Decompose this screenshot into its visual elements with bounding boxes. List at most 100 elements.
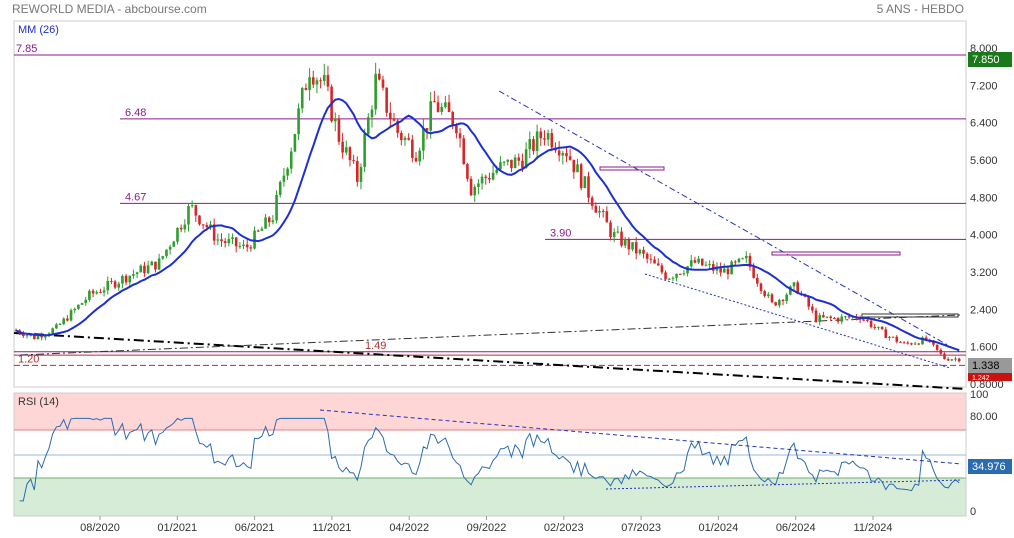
resistance-zone-2 (771, 251, 901, 256)
candle-body (763, 291, 766, 296)
candle-body (484, 176, 488, 179)
price-y-tick-label: 5.600 (970, 155, 998, 167)
candle-body (543, 138, 546, 140)
candle-body (785, 294, 788, 302)
candle-body (609, 222, 612, 238)
candle-body (194, 205, 198, 216)
rsi-trend-line-lower (605, 479, 963, 490)
candle-body (506, 159, 510, 162)
rising-trend-line (19, 314, 961, 356)
level-label: 6.48 (125, 107, 146, 119)
candle-body (308, 77, 311, 91)
max-price-label: 7.850 (972, 54, 1000, 66)
candle-body (642, 249, 645, 254)
candle-body (745, 255, 748, 259)
candle-body (264, 217, 267, 229)
candle-body (722, 268, 726, 273)
candle-body (906, 342, 910, 344)
candle-body (322, 74, 326, 81)
candle-body (311, 77, 315, 85)
candle-body (117, 283, 121, 288)
candle-body (748, 255, 752, 268)
candle-body (289, 151, 293, 169)
candle-body (333, 118, 337, 122)
candle-body (535, 131, 539, 151)
candle-body (910, 343, 913, 345)
candle-body (634, 242, 638, 254)
candle-body (818, 315, 822, 322)
candle-body (789, 286, 792, 295)
x-tick-label: 04/2022 (389, 522, 429, 534)
candle-body (517, 157, 521, 161)
candle-body (146, 265, 150, 274)
candle-body (913, 343, 917, 345)
candle-body (667, 278, 671, 280)
chart-period-label: 5 ANS - HEBDO (876, 2, 964, 16)
candle-body (869, 320, 873, 328)
candle-body (587, 176, 590, 198)
candle-body (726, 268, 730, 275)
candle-body (583, 176, 587, 189)
candle-body (866, 319, 869, 321)
candle-body (888, 336, 891, 338)
candle-body (488, 178, 491, 180)
candle-body (671, 277, 675, 279)
candle-body (829, 316, 833, 319)
candle-body (260, 228, 264, 231)
x-tick-label: 11/2024 (854, 522, 893, 534)
candle-body (715, 267, 719, 271)
candle-body (774, 302, 777, 306)
candle-body (778, 299, 781, 306)
downtrend-line-lower (644, 273, 951, 369)
price-y-tick-label: 6.400 (970, 118, 998, 130)
candle-body (352, 160, 355, 162)
candle-body (833, 318, 836, 320)
candle-body (198, 215, 201, 225)
candle-body (176, 227, 179, 242)
candle-body (689, 260, 693, 267)
candle-body (877, 326, 880, 328)
price-y-tick-label: 3.200 (970, 267, 998, 279)
x-tick-label: 01/2024 (699, 522, 739, 534)
candle-body (524, 149, 528, 169)
candle-body (539, 131, 543, 139)
candle-body (400, 132, 403, 141)
resistance-zone-1 (599, 166, 665, 171)
candle-body (510, 159, 513, 169)
candle-body (858, 318, 862, 320)
candle-body (653, 259, 656, 264)
candle-body (682, 273, 686, 275)
candle-body (414, 157, 418, 162)
candle-body (139, 265, 143, 273)
candle-body (943, 353, 946, 360)
candle-body (121, 275, 124, 284)
candle-body (458, 133, 462, 139)
price-y-tick-label: 4.000 (970, 230, 998, 242)
candle-body (80, 303, 84, 305)
candle-body (811, 306, 814, 311)
candle-body (403, 137, 407, 141)
rsi-line (19, 417, 960, 502)
candle-body (645, 253, 649, 259)
candle-body (444, 102, 447, 107)
candle-body (110, 280, 113, 282)
candle-body (278, 181, 282, 195)
candle-body (590, 197, 594, 206)
candle-body (513, 157, 517, 169)
candle-body (466, 164, 469, 179)
min-price-box (968, 373, 1012, 381)
candle-body (767, 294, 770, 296)
candle-body (249, 247, 253, 249)
candle-body (293, 134, 297, 152)
candle-body (840, 316, 844, 322)
x-tick-label: 11/2021 (312, 522, 351, 534)
candle-body (792, 282, 796, 287)
candle-body (212, 224, 216, 241)
candle-body (601, 210, 605, 212)
candle-body (348, 147, 352, 161)
price-panel-frame (13, 20, 967, 388)
candle-body (557, 150, 561, 156)
rsi-trend-line-upper (319, 409, 963, 465)
candle-body (433, 101, 436, 103)
